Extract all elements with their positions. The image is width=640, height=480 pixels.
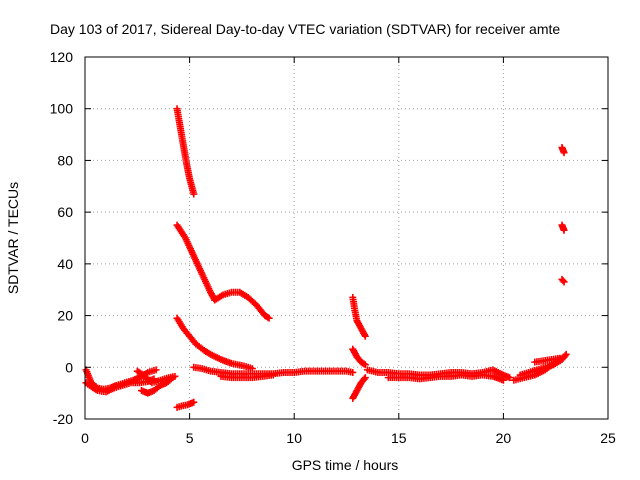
data-marks: [82, 105, 570, 411]
data-point: [506, 374, 514, 382]
series-decay-19: [173, 314, 256, 373]
y-tick-label: 120: [50, 49, 74, 65]
data-point: [560, 226, 568, 234]
x-tick-label: 10: [286, 430, 302, 446]
series-spike-13-a: [349, 293, 369, 340]
data-point: [361, 374, 369, 382]
y-axis-label: SDTVAR / TECUs: [5, 182, 21, 294]
x-tick-labels: 0 5 10 15 20 25: [81, 430, 616, 446]
data-point: [560, 149, 568, 157]
plot-frame: [84, 56, 609, 420]
x-tick-label: 0: [81, 430, 89, 446]
data-point: [171, 372, 179, 380]
y-tick-labels: -20 0 20 40 60 80 100 120: [50, 49, 74, 427]
series-neg-15: [173, 398, 198, 411]
series-baseline-mid-b: [217, 371, 277, 382]
y-tick-label: 20: [57, 308, 73, 324]
series-arc-100: [173, 105, 198, 198]
data-point: [560, 353, 568, 361]
data-point: [560, 278, 568, 286]
y-tick-label: 40: [57, 256, 73, 272]
data-point: [349, 368, 357, 376]
series-arc-55: [173, 221, 219, 304]
x-tick-label: 15: [391, 430, 407, 446]
data-point: [556, 354, 564, 362]
data-point: [152, 366, 160, 374]
data-point: [265, 314, 273, 322]
data-point: [360, 375, 368, 383]
data-point: [559, 277, 567, 285]
data-point: [264, 313, 272, 321]
series-arc-28: [211, 288, 273, 322]
chart-title: Day 103 of 2017, Sidereal Day-to-day VTE…: [50, 21, 560, 37]
x-axis-label: GPS time / hours: [292, 457, 399, 473]
data-point: [361, 332, 369, 340]
series-early-low-d: [133, 367, 179, 387]
series-early-low-b: [82, 375, 158, 396]
series-early-low-c: [137, 374, 177, 397]
y-tick-label: 60: [57, 204, 73, 220]
data-point: [499, 376, 507, 384]
y-tick-label: -20: [53, 411, 73, 427]
x-tick-label: 25: [600, 430, 616, 446]
series-late-84: [558, 144, 568, 157]
series-rise-21-c: [531, 354, 564, 366]
y-tick-label: 80: [57, 152, 73, 168]
grid: [85, 57, 608, 419]
y-tick-label: 0: [65, 359, 73, 375]
data-point: [190, 190, 198, 198]
data-point: [190, 398, 198, 406]
x-tick-label: 20: [496, 430, 512, 446]
series-spike-13-b: [349, 345, 369, 369]
x-tick-label: 5: [186, 430, 194, 446]
axis-ticks: [84, 56, 609, 420]
series-late-33: [558, 275, 568, 286]
data-point: [361, 361, 369, 369]
data-point: [269, 371, 277, 379]
series-baseline-late-b: [384, 371, 507, 384]
series-spike-13-c: [349, 374, 369, 402]
data-point: [360, 360, 368, 368]
series-late-54: [558, 221, 568, 234]
y-tick-label: 100: [50, 101, 74, 117]
